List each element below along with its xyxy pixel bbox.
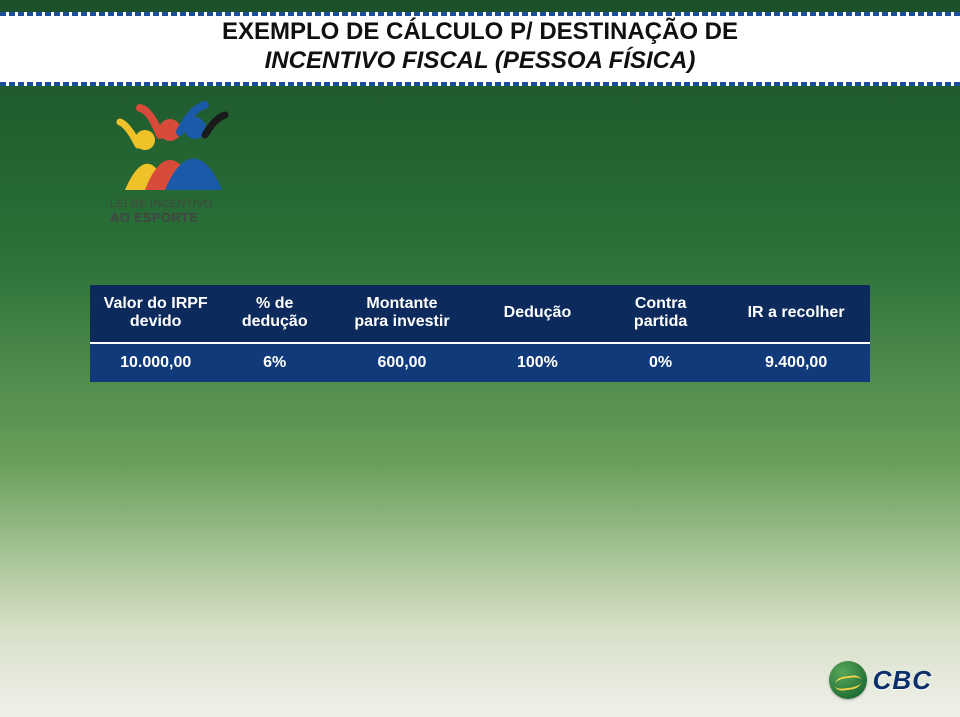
cell-deducao: 100% xyxy=(476,343,599,382)
cbc-brand-text: CBC xyxy=(873,665,932,696)
cell-contrapartida: 0% xyxy=(599,343,722,382)
calculation-table: Valor do IRPFdevido % dededução Montante… xyxy=(90,285,870,382)
col-ir-recolher: IR a recolher xyxy=(722,285,870,343)
col-montante: Montantepara investir xyxy=(328,285,476,343)
logo-caption: LEI DE INCENTIVO AO ESPORTE xyxy=(110,199,260,225)
cell-ir-recolher: 9.400,00 xyxy=(722,343,870,382)
col-contrapartida: Contrapartida xyxy=(599,285,722,343)
cell-pct-deducao: 6% xyxy=(221,343,328,382)
page-title-line-2: INCENTIVO FISCAL (PESSOA FÍSICA) xyxy=(0,47,960,76)
table-header-row: Valor do IRPFdevido % dededução Montante… xyxy=(90,285,870,343)
cbc-globe-icon xyxy=(829,661,867,699)
page-title-line-1: EXEMPLO DE CÁLCULO P/ DESTINAÇÃO DE xyxy=(0,18,960,47)
sport-people-icon xyxy=(110,100,230,195)
cbc-brand: CBC xyxy=(829,661,932,699)
lei-incentivo-esporte-logo: LEI DE INCENTIVO AO ESPORTE xyxy=(110,100,260,225)
logo-caption-small: LEI DE INCENTIVO xyxy=(110,198,213,210)
cell-montante: 600,00 xyxy=(328,343,476,382)
title-band: EXEMPLO DE CÁLCULO P/ DESTINAÇÃO DE INCE… xyxy=(0,12,960,86)
logo-caption-big: AO ESPORTE xyxy=(110,210,198,225)
col-valor-irpf: Valor do IRPFdevido xyxy=(90,285,221,343)
cell-valor-irpf: 10.000,00 xyxy=(90,343,221,382)
col-pct-deducao: % dededução xyxy=(221,285,328,343)
table-row: 10.000,00 6% 600,00 100% 0% 9.400,00 xyxy=(90,343,870,382)
col-deducao: Dedução xyxy=(476,285,599,343)
